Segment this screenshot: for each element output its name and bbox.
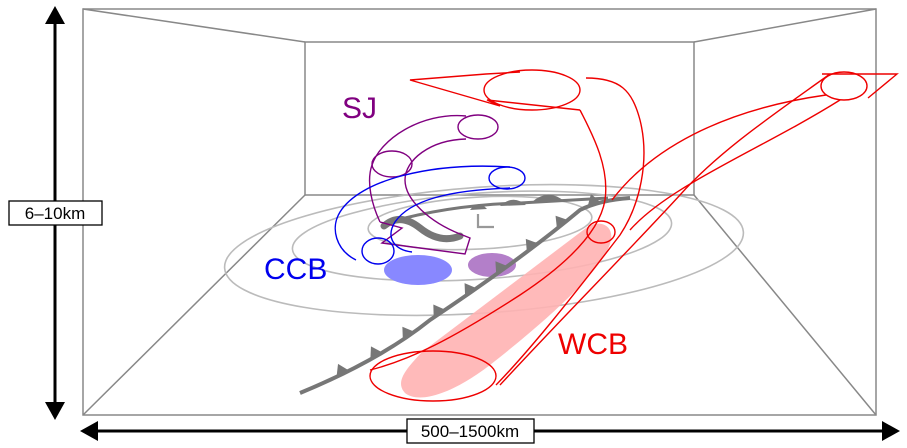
bent-back-front [380, 216, 464, 243]
front-bump [470, 204, 487, 210]
horizontal-scale-box [406, 418, 535, 444]
front-triangle [555, 215, 568, 229]
front-triangle [587, 194, 601, 207]
horizontal-scale-label: 500–1500km [421, 422, 519, 441]
horizontal-arrowhead-right [882, 421, 900, 441]
wcb-label: WCB [558, 328, 628, 361]
sj-outer-edge [368, 114, 467, 223]
front-triangle [336, 363, 350, 377]
horizontal-scale: 500–1500km [80, 418, 900, 444]
ccb-ascent-region [384, 255, 452, 285]
front-triangle [370, 346, 383, 360]
wcb-cross-section-bottom [369, 350, 497, 402]
wcb-right-arrowhead-edge [499, 73, 899, 386]
wcb-cross-section-top-right [820, 71, 868, 101]
sj-airstream [368, 114, 499, 255]
ccb-cross-section-bottom [361, 237, 395, 265]
front-triangle [525, 238, 539, 252]
occluded-front-bumps [470, 194, 564, 210]
ccb-cross-section-top [488, 166, 526, 190]
horizontal-arrowhead-left [80, 421, 98, 441]
front-bump [532, 194, 564, 202]
wcb-left-branch-outer [369, 109, 607, 371]
front-triangle [495, 261, 508, 275]
box-edge-bottom-left [82, 194, 306, 416]
vertical-arrowhead-down [45, 402, 65, 420]
isobar-inner [367, 195, 593, 251]
wcb-cross-section-top-left [483, 69, 581, 111]
sj-label: SJ [342, 92, 377, 125]
wcb-right-branch-top-edge [611, 94, 827, 201]
ccb-outer-edge [334, 165, 511, 261]
front-triangle [433, 304, 446, 318]
ccb-airstream [334, 165, 526, 265]
cold-front-triangles [336, 194, 601, 377]
wcb-left-arrowhead [409, 71, 581, 111]
vertical-arrowhead-up [45, 6, 65, 24]
cold-front [299, 194, 631, 395]
sj-cross-section-top [457, 114, 499, 140]
wcb-left-branch-inner [495, 77, 645, 386]
box-back-wall [304, 41, 695, 196]
vertical-scale: 6–10km [8, 6, 103, 420]
wcb-right-branch-mid-edge [629, 99, 841, 231]
wcb-cross-section-mid [586, 220, 616, 244]
front-triangle [464, 283, 477, 297]
vertical-scale-label: 6–10km [25, 204, 85, 223]
vertical-scale-box [8, 200, 103, 226]
low-pressure-symbol [476, 214, 494, 229]
sj-cross-section-mid [371, 150, 413, 178]
box-edge-top-left [82, 8, 306, 43]
ccb-label: CCB [264, 253, 327, 286]
box-edge-bottom-right [693, 194, 877, 416]
isobar-middle [291, 190, 673, 282]
front-bump [500, 199, 526, 206]
front-triangle [402, 326, 415, 340]
sj-inner-edge [404, 138, 467, 235]
box-edge-top-right [693, 8, 877, 43]
sj-arrowhead [379, 221, 471, 255]
ccb-inner-edge [390, 187, 511, 253]
box-frame [82, 8, 877, 416]
wcb-airstream [369, 69, 899, 402]
